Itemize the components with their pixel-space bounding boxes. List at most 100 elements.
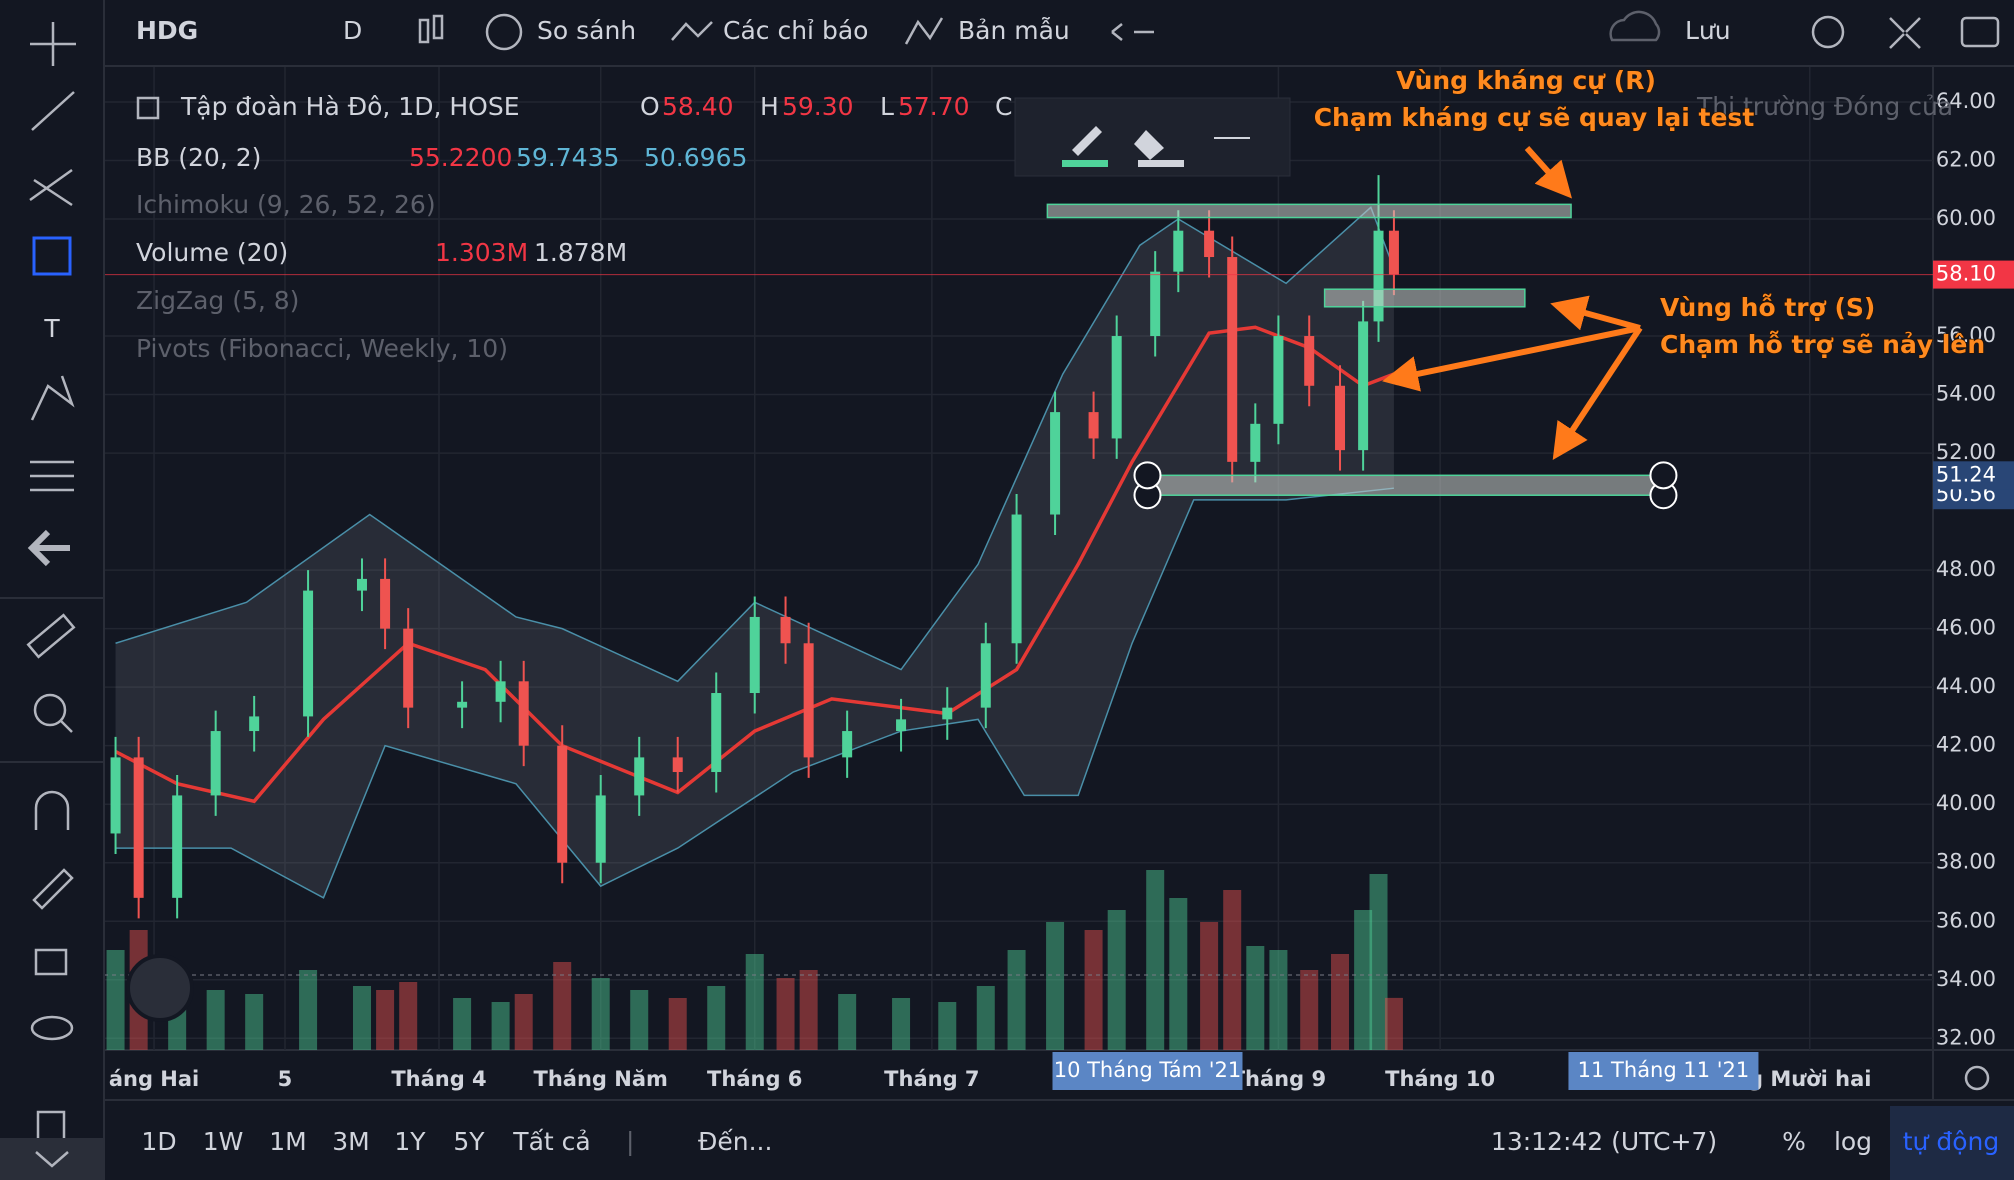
compare-button[interactable]: So sánh bbox=[537, 16, 636, 45]
templates-icon[interactable] bbox=[904, 17, 944, 45]
tool-text[interactable]: T bbox=[43, 314, 60, 343]
tool-magnet[interactable] bbox=[34, 790, 70, 830]
volume-bar bbox=[1007, 950, 1026, 1050]
volume-bar bbox=[976, 986, 995, 1050]
candle-body bbox=[495, 681, 506, 702]
y-tick-label: 36.00 bbox=[1936, 908, 1996, 932]
last-price-tag: 58.10 bbox=[1936, 262, 1996, 286]
settings[interactable] bbox=[1811, 15, 1845, 49]
volume-bar bbox=[776, 978, 795, 1050]
bb-label[interactable]: BB (20, 2) bbox=[136, 143, 261, 172]
volume-bar bbox=[1223, 890, 1242, 1050]
resistance-title: Vùng kháng cự (R) bbox=[1396, 66, 1656, 95]
tool-lock-drawing[interactable] bbox=[32, 868, 74, 910]
tool-ruler[interactable] bbox=[26, 613, 76, 659]
tool-expand[interactable] bbox=[0, 1138, 104, 1180]
pivots-label[interactable]: Pivots (Fibonacci, Weekly, 10) bbox=[136, 334, 508, 363]
tool-rectangle[interactable] bbox=[32, 236, 72, 276]
y-tick-label: 48.00 bbox=[1936, 557, 1996, 581]
tool-pattern[interactable] bbox=[30, 375, 75, 421]
log-toggle[interactable]: log bbox=[1834, 1127, 1872, 1156]
volume-bar bbox=[1369, 874, 1388, 1050]
candle-body bbox=[1388, 230, 1399, 275]
candle-body bbox=[249, 716, 260, 732]
candle-body bbox=[403, 628, 414, 708]
candle-body bbox=[1358, 321, 1369, 451]
y-tick-label: 52.00 bbox=[1936, 440, 1996, 464]
range-button: 1D bbox=[141, 1127, 176, 1156]
tool-trendline[interactable] bbox=[31, 91, 75, 131]
arrow bbox=[1382, 325, 1641, 392]
undo[interactable] bbox=[1111, 23, 1154, 41]
volume-label[interactable]: Volume (20) bbox=[136, 238, 288, 267]
legend: Tập đoàn Hà Đô, 1D, HOSE O 58.40 H 59.30… bbox=[136, 92, 1953, 363]
candle-body bbox=[942, 707, 953, 720]
drawing-toolbar bbox=[1014, 97, 1291, 177]
support-note: Chạm hỗ trợ sẽ nảy lên bbox=[1660, 330, 1985, 359]
x-tick-label: Tháng 4 bbox=[391, 1067, 486, 1091]
range-button: 1Y bbox=[394, 1127, 426, 1156]
tool-eye[interactable] bbox=[30, 1015, 74, 1041]
ichimoku-label[interactable]: Ichimoku (9, 26, 52, 26) bbox=[136, 190, 436, 219]
templates-button[interactable]: Bản mẫu bbox=[958, 16, 1070, 45]
save-button[interactable]: Lưu bbox=[1685, 16, 1731, 45]
axis-settings[interactable] bbox=[1964, 1065, 1990, 1091]
arrow bbox=[1552, 326, 1643, 461]
tool-back[interactable] bbox=[27, 529, 70, 567]
candle-body bbox=[1088, 412, 1099, 439]
volume-bar bbox=[1146, 870, 1165, 1050]
collapse[interactable] bbox=[136, 96, 160, 120]
candle-body bbox=[1250, 423, 1261, 462]
candle-body bbox=[780, 616, 791, 644]
range-button: 5Y bbox=[453, 1127, 485, 1156]
percent-toggle[interactable]: % bbox=[1782, 1127, 1806, 1156]
candle-body bbox=[896, 719, 907, 732]
candle-body bbox=[1011, 514, 1022, 644]
candle-body bbox=[634, 757, 645, 796]
tool-lock[interactable] bbox=[34, 948, 68, 976]
x-crosshair-tag-bg bbox=[1052, 1052, 1243, 1090]
series-title[interactable]: Tập đoàn Hà Đô, 1D, HOSE bbox=[180, 92, 520, 121]
candle-body bbox=[303, 590, 314, 717]
tool-prediction[interactable] bbox=[30, 460, 74, 492]
volume-bar bbox=[1331, 954, 1350, 1050]
candle-body bbox=[1150, 271, 1161, 337]
auto-toggle[interactable]: tự động bbox=[1903, 1127, 1999, 1156]
tool-crosshair[interactable] bbox=[30, 22, 76, 66]
fill-color[interactable] bbox=[1134, 130, 1164, 160]
volume-bar bbox=[299, 970, 318, 1050]
indicators-icon[interactable] bbox=[671, 21, 713, 41]
candle-body bbox=[1111, 336, 1122, 439]
x-crosshair-tag: 11 Tháng 11 '21 bbox=[1578, 1058, 1750, 1082]
save-icon[interactable] bbox=[1609, 10, 1661, 42]
fullscreen[interactable] bbox=[1889, 17, 1921, 49]
symbol[interactable]: HDG bbox=[136, 16, 198, 45]
volume-bar bbox=[1269, 950, 1288, 1050]
market-status: Thị trường Đóng cửa bbox=[1696, 92, 1953, 121]
screenshot[interactable] bbox=[1960, 16, 2000, 48]
volume-bar bbox=[799, 970, 818, 1050]
bb-lower: 50.6965 bbox=[644, 143, 747, 172]
y-tick-label: 46.00 bbox=[1936, 616, 1996, 640]
volume-bar bbox=[630, 990, 649, 1050]
bollinger-band bbox=[115, 205, 1395, 683]
chart-style[interactable] bbox=[418, 14, 444, 44]
goto-date[interactable]: Đến... bbox=[698, 1127, 772, 1156]
zigzag-label[interactable]: ZigZag (5, 8) bbox=[136, 286, 299, 315]
line-color[interactable] bbox=[1072, 126, 1102, 156]
x-tick-label: áng Hai bbox=[109, 1067, 199, 1091]
interval[interactable]: D bbox=[343, 16, 362, 45]
compare-icon[interactable] bbox=[485, 13, 523, 51]
tool-fib[interactable] bbox=[29, 168, 73, 207]
candle-body bbox=[457, 701, 468, 708]
indicators-button[interactable]: Các chỉ báo bbox=[723, 16, 868, 45]
tool-zoom[interactable] bbox=[33, 693, 73, 733]
zone-handle bbox=[1133, 461, 1162, 490]
volume-bar bbox=[1246, 946, 1265, 1050]
open-value: 58.40 bbox=[662, 92, 734, 121]
candle-body bbox=[1227, 257, 1238, 462]
volume-bar bbox=[376, 990, 395, 1050]
high-value: 59.30 bbox=[782, 92, 854, 121]
candle-body bbox=[980, 643, 991, 708]
y-tick-label: 62.00 bbox=[1936, 147, 1996, 171]
